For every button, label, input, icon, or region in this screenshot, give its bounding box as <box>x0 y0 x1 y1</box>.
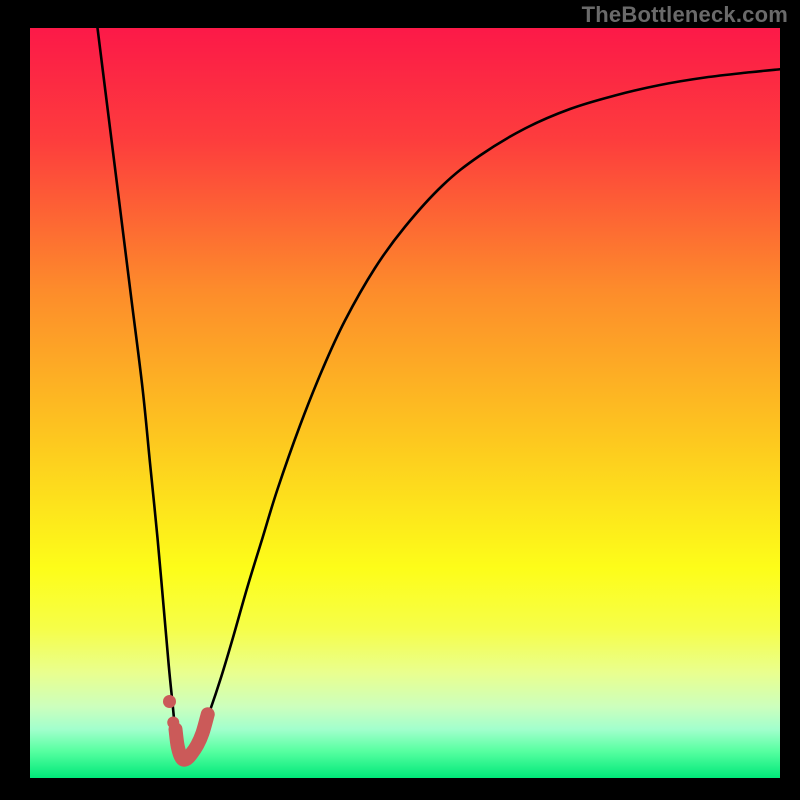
chart-container: { "watermark": { "text": "TheBottleneck.… <box>0 0 800 800</box>
chart-plot-area <box>30 28 780 778</box>
watermark-label: TheBottleneck.com <box>582 2 788 28</box>
j-mark-dot-lower <box>167 717 179 729</box>
bottleneck-chart <box>0 0 800 800</box>
j-mark-dot-upper <box>163 695 176 708</box>
